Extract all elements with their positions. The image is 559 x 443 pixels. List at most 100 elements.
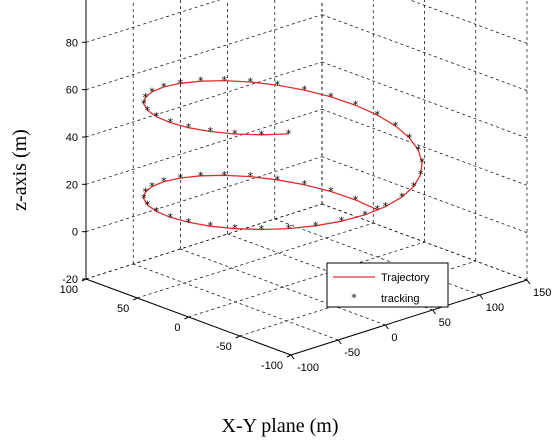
- z-tick-label: 40: [66, 132, 78, 144]
- y-tick-mark: [133, 297, 138, 301]
- tracking-point: *: [313, 219, 319, 232]
- y-tick-label: -100: [261, 360, 283, 372]
- tracking-point: *: [168, 211, 174, 224]
- x-tick-label: 50: [439, 317, 451, 329]
- z-tick-label: 60: [66, 85, 78, 97]
- x-tick-mark: [526, 279, 531, 285]
- tracking-point: *: [375, 203, 381, 216]
- tracking-point: *: [407, 131, 413, 144]
- tracking-point: *: [383, 200, 389, 213]
- back-wall-grid-line: [85, 14, 323, 91]
- x-tick-label: 100: [486, 302, 504, 314]
- tracking-point: *: [399, 191, 405, 204]
- x-tick-mark: [337, 339, 342, 345]
- series-layer: ************** * * * * * * * * * *****************…: [141, 74, 425, 236]
- tracking-point: *: [141, 192, 147, 205]
- tracking-point: *: [286, 127, 292, 140]
- side-wall-grid-line: [321, 109, 528, 186]
- z-axis-title: z-axis (m): [9, 129, 31, 211]
- x-tick-label: -50: [344, 347, 360, 359]
- tracking-point: *: [222, 169, 228, 182]
- back-wall-grid-line: [85, 108, 323, 185]
- tracking-point: *: [328, 185, 334, 198]
- floor-grid-line: [180, 248, 386, 326]
- y-tick-label: 0: [174, 322, 180, 334]
- tracking-point: *: [154, 205, 160, 218]
- tracking-point: *: [362, 208, 368, 221]
- z-tick-label: 80: [66, 37, 78, 49]
- x-tick-label: -100: [297, 362, 319, 374]
- tracking-point: *: [178, 172, 184, 185]
- z-tick-label: -20: [62, 274, 78, 286]
- tracking-point: *: [186, 216, 192, 229]
- x-tick-mark: [479, 294, 484, 300]
- tracking-point: *: [186, 121, 192, 134]
- tracking-point: *: [418, 168, 424, 181]
- tracking-point: *: [198, 169, 204, 182]
- y-tick-mark: [286, 354, 292, 358]
- legend: Trajectory * tracking: [326, 262, 449, 308]
- tracking-point: *: [274, 79, 280, 92]
- tracking-point: *: [353, 99, 359, 112]
- tracking-point: *: [161, 175, 167, 188]
- tracking-point: *: [178, 77, 184, 90]
- tracking-point: *: [328, 90, 334, 103]
- tracking-point: *: [149, 85, 155, 98]
- z-tick-label: 20: [66, 179, 78, 191]
- tracking-point: *: [302, 84, 308, 97]
- side-wall-grid-line: [321, 61, 528, 139]
- tracking-point: *: [208, 220, 214, 233]
- tracking-point: *: [145, 199, 151, 212]
- legend-tracking-label: tracking: [381, 293, 420, 305]
- xy-plane-title: X-Y plane (m): [222, 415, 339, 437]
- tracking-point: *: [232, 222, 238, 235]
- x-tick-label: 0: [391, 332, 397, 344]
- tick-labels: -100-50050100150-100-50050100-2002040608…: [60, 0, 552, 374]
- tracking-point: *: [274, 173, 280, 186]
- tracking-point: *: [419, 156, 425, 169]
- tracking-point: *: [142, 186, 148, 199]
- tracking-point: *: [247, 76, 253, 89]
- z-tick-label: 100: [60, 0, 78, 2]
- side-wall-grid-line: [321, 14, 528, 91]
- tracking-point: *: [259, 223, 265, 236]
- x-tick-label: 150: [533, 287, 551, 299]
- tracking-point: *: [198, 75, 204, 88]
- tracking-point: *: [208, 125, 214, 138]
- y-tick-label: 50: [117, 303, 129, 315]
- tracking-point: *: [259, 128, 265, 141]
- back-wall-grid-line: [85, 0, 221, 43]
- tracking-point: *: [353, 193, 359, 206]
- side-wall-grid-line: [321, 156, 528, 233]
- floor-grid-line: [137, 222, 374, 299]
- tracking-point: *: [154, 110, 160, 123]
- legend-box: [326, 262, 449, 308]
- tracking-point: *: [161, 80, 167, 93]
- x-tick-mark: [384, 324, 389, 330]
- axes-box: [81, 0, 531, 360]
- tracking-point: *: [375, 109, 381, 122]
- legend-trajectory-label: Trajectory: [381, 272, 430, 284]
- tracking-point: *: [302, 178, 308, 191]
- floor-grid-line: [188, 241, 425, 318]
- tracking-point: *: [141, 97, 147, 110]
- tracking-point: *: [411, 180, 417, 193]
- x-tick-mark: [432, 309, 437, 315]
- y-tick-mark: [184, 316, 189, 320]
- tracking-point: *: [416, 144, 422, 157]
- tracking-point: *: [149, 180, 155, 193]
- z-tick-label: 0: [72, 227, 78, 239]
- tracking-point: *: [232, 128, 238, 141]
- x-tick-mark: [290, 354, 295, 360]
- back-wall-grid-line: [85, 156, 323, 233]
- tracking-point: *: [286, 222, 292, 235]
- tracking-point: *: [339, 215, 345, 228]
- back-wall-grid-line: [85, 203, 323, 280]
- tracking-point: *: [145, 104, 151, 117]
- y-tick-label: 100: [60, 284, 78, 296]
- side-wall-grid-line: [409, 0, 528, 44]
- trajectory-line: [143, 79, 423, 231]
- tracking-point: *: [393, 119, 399, 132]
- legend-tracking-marker: *: [351, 292, 357, 305]
